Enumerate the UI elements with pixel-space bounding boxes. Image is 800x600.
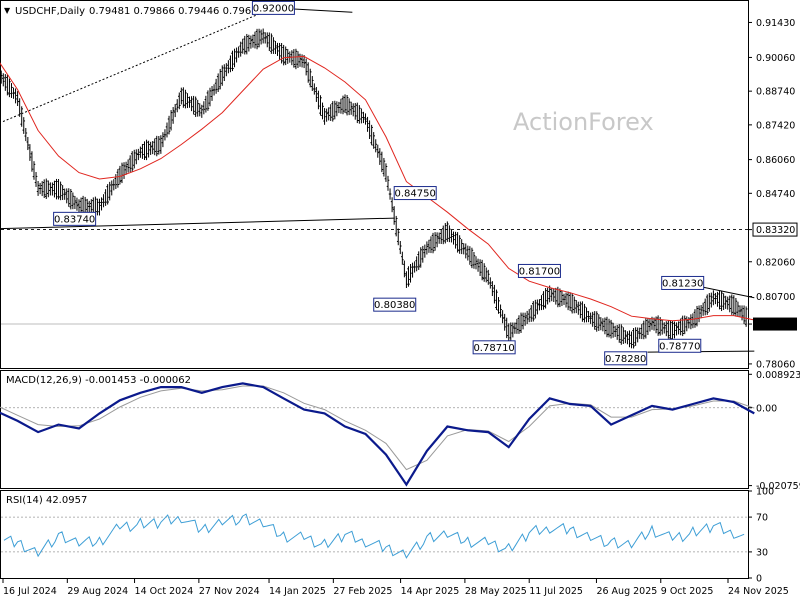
x-tick-label: 27 Feb 2025 [333,586,392,597]
ohlc-values: 0.79481 0.79866 0.79446 0.79621 [89,6,264,17]
macd-pane-frame [0,370,749,489]
level-price-box [752,222,798,237]
price-label-text: 0.81700 [519,266,560,277]
price-ytick-label: 0.90060 [756,53,795,64]
price-label-0.92000: 0.92000 [251,0,295,15]
x-tick-label: 11 Jul 2025 [529,586,583,597]
price-ytick-label: 0.83320 [756,225,795,236]
price-label-box [661,275,705,290]
rsi-line [3,513,745,559]
rsi-ytick-label: 100 [756,487,774,498]
x-tick-label: 28 May 2025 [465,586,527,597]
rsi-ytick-label: 70 [756,513,768,524]
price-label-0.78280: 0.78280 [604,351,648,366]
macd-yaxis-layer: 0.008923 0.00 -0.020759 [748,370,800,492]
macd-ytick-label: -0.020759 [756,481,800,492]
price-label-text: 0.84750 [395,189,436,200]
sma-line [0,55,755,322]
price-ytick-label: 0.82060 [756,257,795,268]
x-tick-label: 14 Oct 2024 [135,586,194,597]
macd-layer [0,382,755,487]
rsi-ytick-label: 30 [756,547,768,558]
price-label-0.78710: 0.78710 [472,340,516,355]
price-label-box [393,186,437,201]
annotation-layer: 0.92000 0.83740 0.84750 0.80380 0.81700 0.787… [53,0,705,366]
price-ytick-label: 0.80700 [756,292,795,303]
price-label-text: 0.81230 [662,278,703,289]
price-ytick-label: 0.86060 [756,155,795,166]
current-price-box [753,317,797,331]
price-ytick-label: 0.84740 [756,189,795,200]
price-label-0.80380: 0.80380 [373,297,417,312]
x-tick-label: 9 Oct 2025 [661,586,714,597]
price-ytick-label: 0.91430 [756,18,795,29]
x-tick-label: 14 Apr 2025 [401,586,460,597]
chart-menu-triangle-icon[interactable]: ▼ [4,6,11,15]
rsi-yaxis-layer: 100 70 30 0 [748,487,774,585]
price-ytick-label: 0.78060 [756,359,795,370]
x-tick-label: 14 Jan 2025 [269,586,326,597]
x-tick-label: 27 Nov 2024 [199,586,260,597]
rsi-pane-frame [0,490,749,579]
price-label-text: 0.80380 [374,300,415,311]
x-tick-label: 29 Aug 2024 [67,586,128,597]
price-label-0.78770: 0.78770 [658,338,702,353]
price-label-0.83740: 0.83740 [53,211,97,226]
price-label-text: 0.78710 [473,343,514,354]
rsi-title: RSI(14) 42.0957 [6,495,87,506]
watermark: ActionForex [513,108,654,136]
macd-ytick-label: 0.00 [756,403,777,414]
x-tick-label: 16 Jul 2024 [3,586,57,597]
price-pane-frame [0,0,749,369]
price-label-box [517,263,561,278]
price-label-0.84750: 0.84750 [393,186,437,201]
current-price-label: 0.79621 [756,320,795,331]
price-ytick-label: 0.88740 [756,87,795,98]
price-label-box [53,211,97,226]
macd-title: MACD(12,26,9) -0.001453 -0.000062 [6,375,191,386]
macd-main-line [0,382,755,487]
x-tick-label: 26 Aug 2025 [596,586,657,597]
x-tick-label: 24 Nov 2025 [728,586,789,597]
symbol-label: USDCHF,Daily [15,6,85,17]
x-axis-layer: 16 Jul 2024 29 Aug 2024 14 Oct 2024 27 Nov … [2,579,789,597]
price-label-0.81230: 0.81230 [661,275,705,290]
price-label-box [472,340,516,355]
price-ytick-label: 0.87420 [756,120,795,131]
price-label-0.81700: 0.81700 [517,263,561,278]
price-label-box [251,0,295,15]
price-label-text: 0.78770 [659,341,700,352]
macd-ytick-label: 0.008923 [756,370,800,381]
price-label-text: 0.92000 [253,3,294,14]
rsi-ytick-label: 0 [756,574,762,585]
price-level-layer [1,229,748,325]
price-label-box [373,297,417,312]
rsi-layer [1,513,748,559]
support-trendline [0,217,395,230]
price-label-box [658,338,702,353]
price-label-box [604,351,648,366]
price-yaxis-layer: 0.91430 0.90060 0.88740 0.87420 0.86060 0.847… [748,18,798,370]
price-label-text: 0.83740 [54,214,95,225]
price-label-text: 0.78280 [605,354,646,365]
upper-dotted-trendline [2,7,274,123]
